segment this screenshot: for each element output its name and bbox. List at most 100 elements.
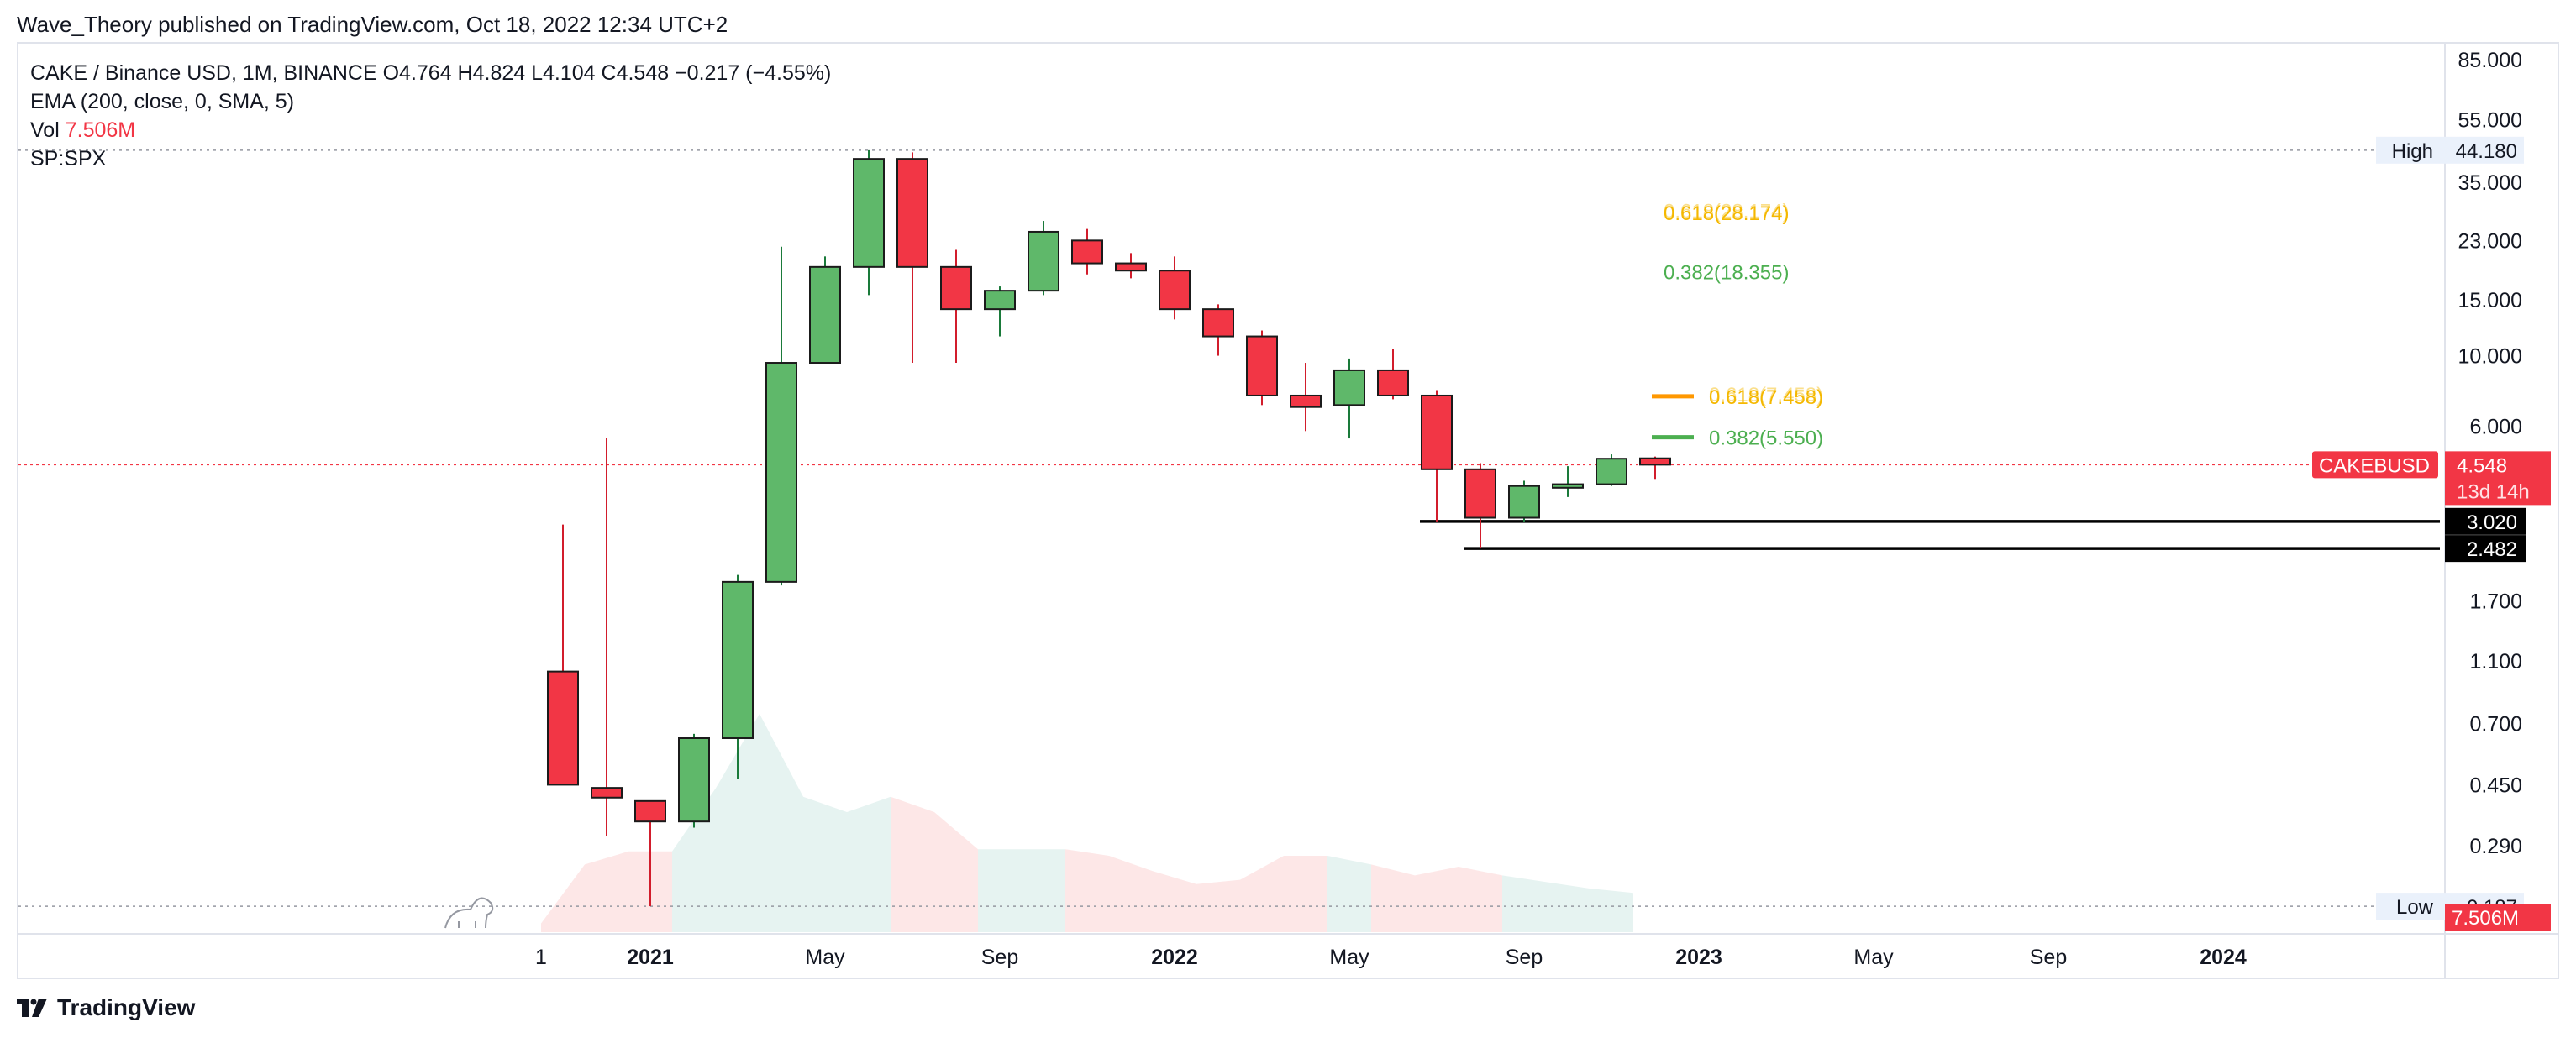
volume-area xyxy=(1240,856,1284,932)
fib-layer: 0.618(28.174)0.618(28.174)0.382(18.355)0… xyxy=(1652,200,1823,450)
fib-label: 0.382(5.550) xyxy=(1709,427,1823,450)
candle-2021-01[interactable] xyxy=(678,733,710,828)
candle-countdown: 13d 14h xyxy=(2457,480,2530,503)
candle-2022-05[interactable] xyxy=(1377,349,1409,400)
candle-2022-08[interactable] xyxy=(1508,480,1540,522)
level-badge-name: High xyxy=(2392,140,2433,163)
volume-area xyxy=(1502,875,1546,932)
candle-body xyxy=(1246,335,1278,396)
candle-body xyxy=(1377,369,1409,396)
publish-caption: Wave_Theory published on TradingView.com… xyxy=(17,12,728,37)
level-badge-value: 2.482 xyxy=(2467,538,2517,561)
candle-2022-09[interactable] xyxy=(1552,466,1584,497)
volume-area xyxy=(1590,889,1633,932)
candle-body xyxy=(1464,468,1496,519)
candle-2020-12[interactable] xyxy=(634,799,666,907)
price-tick-label: 6.000 xyxy=(2469,416,2522,439)
price-axis: 85.000 55.000 35.000 23.000 15.000 10.000 6.00… xyxy=(2312,42,2551,979)
candle-body xyxy=(896,158,928,268)
candle-2021-02[interactable] xyxy=(722,574,754,779)
chart-frame xyxy=(17,42,2559,979)
candle-2022-11[interactable] xyxy=(1639,456,1671,480)
price-tick-label: 55.000 xyxy=(2458,109,2522,133)
candle-2022-06[interactable] xyxy=(1421,390,1453,522)
time-tick-label: Sep xyxy=(1506,946,1543,969)
candle-2021-04[interactable] xyxy=(809,256,841,364)
candle-body xyxy=(853,158,885,268)
price-tick-label: 85.000 xyxy=(2458,49,2522,72)
candle-2021-07[interactable] xyxy=(940,249,972,364)
candle-2022-01[interactable] xyxy=(1202,304,1234,356)
legend-compare[interactable]: SP:SPX xyxy=(30,147,107,170)
dinosaur-icon xyxy=(444,897,494,929)
volume-area xyxy=(1546,882,1590,932)
price-tick-label: 23.000 xyxy=(2458,229,2522,253)
candle-body xyxy=(984,290,1016,311)
price-tick-label: 15.000 xyxy=(2458,289,2522,312)
legend-symbol: CAKE / Binance USD, 1M, BINANCE xyxy=(30,61,377,85)
volume-area xyxy=(1327,856,1371,932)
volume-area xyxy=(1196,879,1240,932)
candles-layer xyxy=(547,149,1671,907)
candle-2021-12[interactable] xyxy=(1159,256,1191,320)
candle-2020-10[interactable] xyxy=(547,524,579,786)
candle-body xyxy=(940,265,972,311)
time-tick-label: 1 xyxy=(535,946,547,969)
candle-body xyxy=(722,580,754,739)
candle-2022-02[interactable] xyxy=(1246,330,1278,406)
time-tick-label: Sep xyxy=(2030,946,2067,969)
candle-body xyxy=(591,787,623,799)
candle-body xyxy=(547,670,579,786)
level-badge-bg xyxy=(2445,507,2526,535)
tradingview-logo[interactable]: TradingView xyxy=(17,994,195,1021)
candle-2021-11[interactable] xyxy=(1115,253,1147,279)
candle-2021-06[interactable] xyxy=(896,152,928,364)
level-badge-bg xyxy=(2376,136,2524,164)
candle-body xyxy=(1115,262,1147,272)
legend-ohlc: O4.764 H4.824 L4.104 C4.548 −0.217 (−4.5… xyxy=(382,61,832,85)
legend-ema[interactable]: EMA (200, close, 0, SMA, 5) xyxy=(30,90,295,113)
volume-area xyxy=(541,864,585,932)
candle-body xyxy=(1421,394,1453,470)
candle-2021-03[interactable] xyxy=(765,246,797,586)
candle-2020-11[interactable] xyxy=(591,438,623,836)
time-axis: 1 2021 May Sep 2022 May Sep 2023 May Sep 2024 xyxy=(18,933,2558,969)
price-tick-label: 10.000 xyxy=(2458,345,2522,369)
candle-body xyxy=(1333,369,1365,406)
volume-area xyxy=(978,849,1022,932)
candle-body xyxy=(1202,308,1234,338)
candle-2021-09[interactable] xyxy=(1028,221,1059,296)
legend-symbol-row[interactable]: CAKE / Binance USD, 1M, BINANCE O4.764 H… xyxy=(30,59,831,87)
volume-badge-bg xyxy=(2445,904,2551,931)
candle-2022-07[interactable] xyxy=(1464,463,1496,549)
tradingview-brand: TradingView xyxy=(57,994,196,1020)
volume-area xyxy=(934,812,978,932)
candle-2021-10[interactable] xyxy=(1071,228,1103,275)
candle-body xyxy=(1159,270,1191,311)
volume-area xyxy=(672,788,716,932)
fib-label: 0.618(28.174) xyxy=(1664,200,1789,223)
candle-2022-04[interactable] xyxy=(1333,358,1365,439)
legend-volume[interactable]: Vol 7.506M xyxy=(30,116,831,144)
volume-area xyxy=(1153,871,1196,932)
volume-area xyxy=(891,796,934,932)
fib-label: 0.618(7.458) xyxy=(1709,386,1823,409)
time-tick-label: 2022 xyxy=(1151,946,1198,969)
legend-volume-label: Vol xyxy=(30,118,60,142)
candle-2022-03[interactable] xyxy=(1290,363,1322,432)
candle-2021-05[interactable] xyxy=(853,149,885,296)
time-tick-label: 2024 xyxy=(2200,946,2247,969)
candle-2022-10[interactable] xyxy=(1596,454,1627,486)
candle-2021-08[interactable] xyxy=(984,286,1016,337)
volume-area xyxy=(760,714,803,932)
legend-volume-value: 7.506M xyxy=(65,118,136,142)
price-tick-label: 0.700 xyxy=(2469,713,2522,737)
time-tick-label: May xyxy=(1853,946,1894,969)
last-price-badge-bg xyxy=(2445,451,2551,506)
level-badge-bg xyxy=(2445,535,2526,563)
symbol-badge-bg xyxy=(2312,451,2438,479)
time-tick-label: May xyxy=(805,946,845,969)
level-badge-name: Low xyxy=(2396,896,2434,919)
